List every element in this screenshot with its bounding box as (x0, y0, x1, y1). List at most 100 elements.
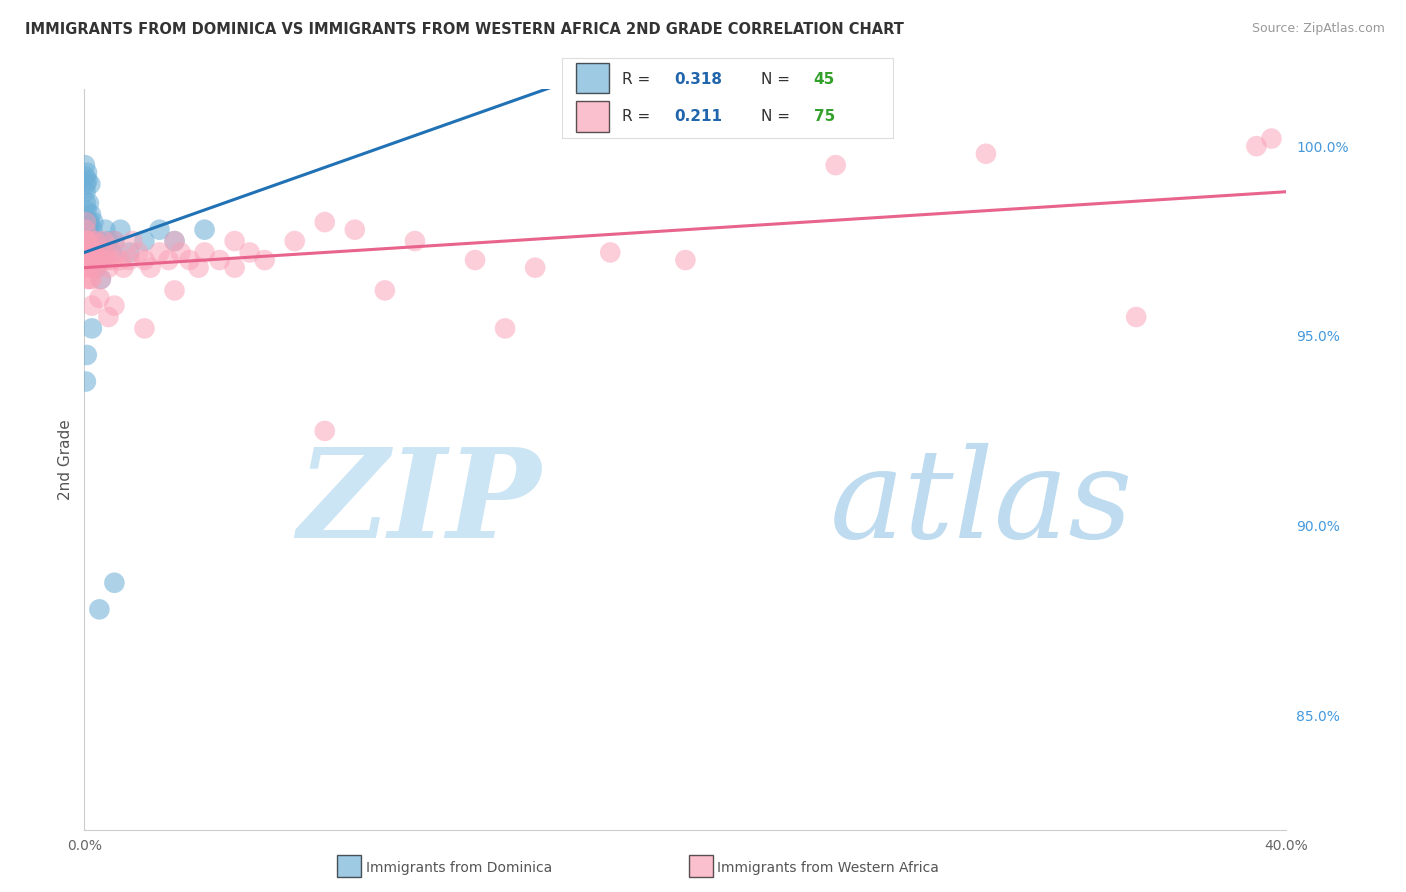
FancyBboxPatch shape (575, 62, 609, 94)
Point (284, 234, 307, 248)
Point (1260, 131, 1282, 145)
Text: N =: N = (761, 72, 794, 87)
Point (1246, 139, 1268, 153)
Point (82, 234, 104, 248)
Point (76, 253, 98, 268)
Point (80, 299, 103, 313)
Point (139, 260, 162, 275)
Point (100, 245, 122, 260)
Point (75, 245, 97, 260)
Text: 0.211: 0.211 (675, 109, 723, 124)
Text: atlas: atlas (830, 443, 1133, 565)
Point (75, 203, 97, 218)
Point (127, 245, 149, 260)
Point (83, 245, 105, 260)
Point (84, 253, 107, 268)
Point (524, 260, 547, 275)
Point (75, 185, 97, 199)
Point (107, 245, 129, 260)
Point (79, 177, 101, 191)
Point (80, 207, 103, 221)
Text: 45: 45 (814, 72, 835, 87)
Point (76, 234, 98, 248)
Point (94, 222, 117, 236)
Point (208, 253, 231, 268)
Point (76, 222, 98, 236)
Point (224, 260, 246, 275)
Point (82, 234, 104, 248)
Point (89, 602, 111, 616)
Point (96, 253, 118, 268)
Point (374, 284, 396, 298)
Point (824, 158, 846, 172)
Point (79, 234, 101, 248)
Point (76, 173, 98, 187)
Point (83, 253, 105, 268)
Point (163, 284, 186, 298)
Y-axis label: 2nd Grade: 2nd Grade (58, 419, 73, 500)
Text: IMMIGRANTS FROM DOMINICA VS IMMIGRANTS FROM WESTERN AFRICA 2ND GRADE CORRELATION: IMMIGRANTS FROM DOMINICA VS IMMIGRANTS F… (25, 22, 904, 37)
Point (80, 321, 103, 335)
Point (103, 299, 125, 313)
Point (77, 215, 100, 229)
Point (91, 245, 114, 260)
Text: R =: R = (621, 72, 655, 87)
Point (134, 234, 156, 248)
Point (91, 253, 114, 268)
Point (97, 260, 120, 275)
Point (464, 253, 486, 268)
Point (89, 291, 111, 305)
Point (77, 260, 100, 275)
Point (121, 234, 143, 248)
Point (89, 253, 111, 268)
Point (163, 234, 186, 248)
Point (75, 375, 97, 389)
Point (75, 222, 97, 236)
Point (134, 321, 156, 335)
Point (112, 260, 135, 275)
Point (79, 245, 101, 260)
Point (675, 253, 697, 268)
Point (89, 253, 111, 268)
Point (73, 234, 96, 248)
Point (239, 245, 262, 260)
Text: ZIP: ZIP (298, 443, 541, 565)
Point (79, 215, 101, 229)
Point (75, 215, 97, 229)
Text: Source: ZipAtlas.com: Source: ZipAtlas.com (1251, 22, 1385, 36)
Point (103, 234, 125, 248)
Point (77, 196, 100, 211)
Point (97, 310, 120, 324)
Point (77, 234, 100, 248)
Point (90, 272, 112, 286)
Point (194, 245, 217, 260)
Point (134, 253, 156, 268)
Point (80, 272, 103, 286)
Point (82, 222, 104, 236)
Point (974, 146, 997, 161)
Point (77, 253, 100, 268)
Point (94, 245, 117, 260)
Text: R =: R = (621, 109, 655, 124)
Point (100, 253, 122, 268)
Point (75, 177, 97, 191)
Point (80, 234, 103, 248)
Point (79, 272, 101, 286)
Point (224, 234, 246, 248)
Point (148, 222, 170, 236)
Point (90, 272, 112, 286)
Point (87, 245, 110, 260)
Point (82, 215, 104, 229)
Point (77, 245, 100, 260)
Point (253, 253, 276, 268)
Point (314, 215, 336, 229)
Point (110, 222, 132, 236)
Point (494, 321, 516, 335)
Point (93, 234, 115, 248)
Point (163, 234, 186, 248)
Point (86, 260, 108, 275)
Point (1125, 310, 1147, 324)
Point (76, 272, 98, 286)
Point (87, 234, 110, 248)
Point (194, 222, 217, 236)
